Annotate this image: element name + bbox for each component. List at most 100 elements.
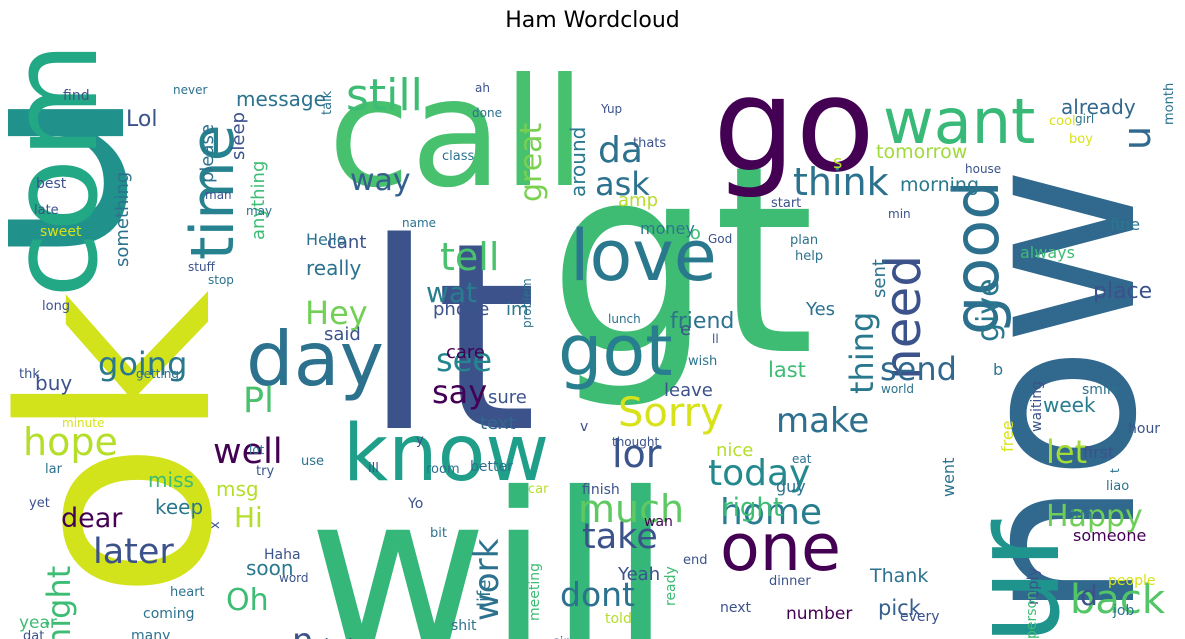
word-86: sure xyxy=(488,387,527,408)
word-10: know xyxy=(343,409,549,499)
word-130: many xyxy=(131,628,170,639)
word-142: word xyxy=(279,571,309,585)
word-53: Hi xyxy=(234,501,263,534)
word-160: getting xyxy=(136,367,179,381)
word-166: best xyxy=(36,176,67,192)
word-46: send xyxy=(880,350,957,388)
word-108: money xyxy=(640,219,695,238)
word-181: cool xyxy=(1049,114,1076,129)
word-84: number xyxy=(786,604,852,624)
word-16: good xyxy=(940,180,1013,335)
word-62: message xyxy=(236,87,326,111)
word-33: hope xyxy=(23,420,118,464)
word-106: b xyxy=(993,360,1003,379)
word-7: now xyxy=(929,166,1177,620)
word-183: never xyxy=(173,83,207,97)
word-35: dont xyxy=(560,575,635,614)
word-2: will xyxy=(308,446,671,639)
word-cloud-canvas: uokwillltgtcallgonowurcomeknowgotdaylove… xyxy=(8,40,1177,639)
word-141: heart xyxy=(170,585,205,600)
word-178: house xyxy=(965,162,1001,176)
word-102: something xyxy=(112,172,133,267)
word-20: u xyxy=(1115,126,1159,150)
word-42: see xyxy=(436,341,492,379)
word-56: right xyxy=(722,493,783,523)
word-163: stuff xyxy=(188,260,216,274)
word-90: cant xyxy=(327,232,366,253)
word-107: Hello xyxy=(306,230,347,249)
word-43: ask xyxy=(595,165,650,203)
word-50: friend xyxy=(670,309,734,334)
word-162: stop xyxy=(208,273,234,287)
word-110: fine xyxy=(1110,215,1140,234)
word-116: someone xyxy=(1073,526,1146,545)
word-186: Yup xyxy=(600,102,622,116)
word-22: Sorry xyxy=(618,390,724,436)
word-176: start xyxy=(771,196,801,211)
word-144: x xyxy=(208,521,223,529)
word-187: girl xyxy=(1075,112,1094,126)
chart-title: Ham Wordcloud xyxy=(505,8,680,33)
word-83: even xyxy=(886,635,938,639)
word-14: time xyxy=(178,124,248,260)
word-173: God xyxy=(708,232,732,246)
word-139: dinner xyxy=(769,574,811,589)
word-103: anything xyxy=(248,161,269,240)
word-161: long xyxy=(42,299,70,314)
word-156: yet xyxy=(29,496,50,511)
word-38: Hey xyxy=(305,294,368,332)
word-136: meeting xyxy=(527,563,543,621)
word-118: smile xyxy=(1082,382,1119,398)
word-21: back xyxy=(1070,577,1166,623)
word-135: shit xyxy=(451,618,477,634)
word-3: lt xyxy=(363,188,537,490)
word-73: buy xyxy=(35,371,72,395)
word-114: first xyxy=(1083,443,1114,462)
word-115: guy xyxy=(776,477,806,496)
word-36: much xyxy=(578,487,684,531)
word-52: Oh xyxy=(226,583,269,618)
word-147: finish xyxy=(582,482,620,498)
word-99: around xyxy=(566,127,590,197)
word-91: im xyxy=(506,299,529,320)
word-18: still xyxy=(346,70,423,121)
word-69: Yeah xyxy=(617,564,660,585)
word-59: already xyxy=(1061,95,1136,119)
word-17: one xyxy=(720,511,841,586)
word-34: take xyxy=(582,517,658,557)
word-190: ll xyxy=(712,332,719,346)
word-61: morning xyxy=(900,174,979,196)
word-67: pick xyxy=(878,596,922,620)
word-196: t xyxy=(1108,468,1122,473)
word-155: lar xyxy=(45,462,63,477)
word-125: person xyxy=(1024,591,1040,639)
word-189: lunch xyxy=(608,312,641,326)
word-120: waiting xyxy=(1029,381,1045,432)
word-159: thk xyxy=(19,367,40,382)
word-171: thats xyxy=(633,136,666,151)
word-27: today xyxy=(708,453,810,494)
word-cloud: uokwillltgtcallgonowurcomeknowgotdaylove… xyxy=(8,40,1177,639)
word-68: Thank xyxy=(869,565,928,587)
word-31: lor xyxy=(612,432,662,476)
word-54: dear xyxy=(61,503,123,534)
word-164: sweet xyxy=(40,224,82,240)
word-112: free xyxy=(998,420,1017,452)
word-71: keep xyxy=(155,495,203,519)
word-134: sir xyxy=(553,635,569,639)
word-9: come xyxy=(8,40,125,298)
word-150: better xyxy=(470,459,513,475)
word-172: name xyxy=(402,216,436,230)
word-126: job xyxy=(1112,603,1134,619)
word-145: bit xyxy=(430,526,447,541)
word-75: year xyxy=(19,613,57,633)
word-169: talk xyxy=(320,90,335,115)
word-129: coming xyxy=(143,606,195,622)
word-11: got xyxy=(558,310,673,392)
word-133: told xyxy=(605,611,632,627)
word-4: gt xyxy=(548,111,815,413)
word-15: want xyxy=(883,85,1035,158)
word-0: u xyxy=(8,82,194,272)
word-25: home xyxy=(720,492,822,533)
word-151: room xyxy=(426,462,460,477)
